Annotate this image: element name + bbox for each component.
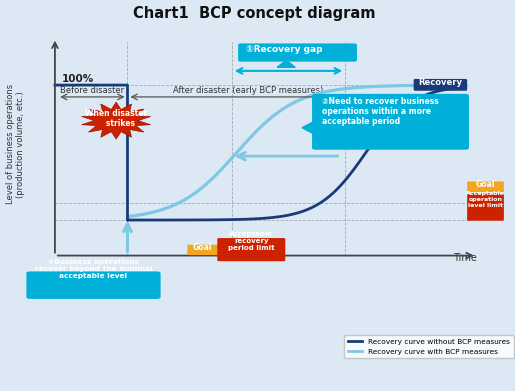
Text: Acceptable
operation
level limit: Acceptable operation level limit bbox=[466, 192, 505, 208]
Text: Goal: Goal bbox=[476, 180, 495, 189]
Text: operations within a more: operations within a more bbox=[321, 107, 431, 116]
Legend: Recovery curve without BCP measures, Recovery curve with BCP measures: Recovery curve without BCP measures, Rec… bbox=[344, 335, 514, 359]
FancyBboxPatch shape bbox=[312, 94, 469, 150]
FancyBboxPatch shape bbox=[238, 43, 357, 62]
FancyBboxPatch shape bbox=[467, 181, 504, 192]
FancyBboxPatch shape bbox=[26, 271, 161, 299]
Text: When disaster
   strikes: When disaster strikes bbox=[85, 109, 147, 128]
Text: Recovery: Recovery bbox=[418, 77, 462, 87]
FancyBboxPatch shape bbox=[217, 238, 285, 261]
Text: acceptable period: acceptable period bbox=[321, 117, 400, 126]
Text: 100%: 100% bbox=[62, 74, 94, 84]
Polygon shape bbox=[302, 120, 316, 135]
Text: Time: Time bbox=[453, 253, 477, 264]
Text: ①Recovery gap: ①Recovery gap bbox=[246, 45, 323, 54]
Text: ④Business operations
recover beyond the minimal
acceptable level: ④Business operations recover beyond the … bbox=[35, 259, 152, 279]
FancyBboxPatch shape bbox=[414, 79, 467, 91]
Polygon shape bbox=[277, 60, 295, 67]
Text: Acceptable
recovery
period limit: Acceptable recovery period limit bbox=[228, 231, 274, 251]
Text: Goal: Goal bbox=[193, 243, 213, 252]
Text: ②Need to recover business: ②Need to recover business bbox=[321, 97, 438, 106]
Title: Chart1  BCP concept diagram: Chart1 BCP concept diagram bbox=[133, 5, 376, 21]
Text: After disaster (early BCP measures): After disaster (early BCP measures) bbox=[173, 86, 323, 95]
Text: Before disaster: Before disaster bbox=[60, 86, 125, 95]
Y-axis label: Level of business operations
(production volume, etc.): Level of business operations (production… bbox=[6, 84, 25, 204]
Polygon shape bbox=[82, 102, 151, 139]
FancyBboxPatch shape bbox=[467, 193, 504, 221]
FancyBboxPatch shape bbox=[187, 245, 218, 255]
